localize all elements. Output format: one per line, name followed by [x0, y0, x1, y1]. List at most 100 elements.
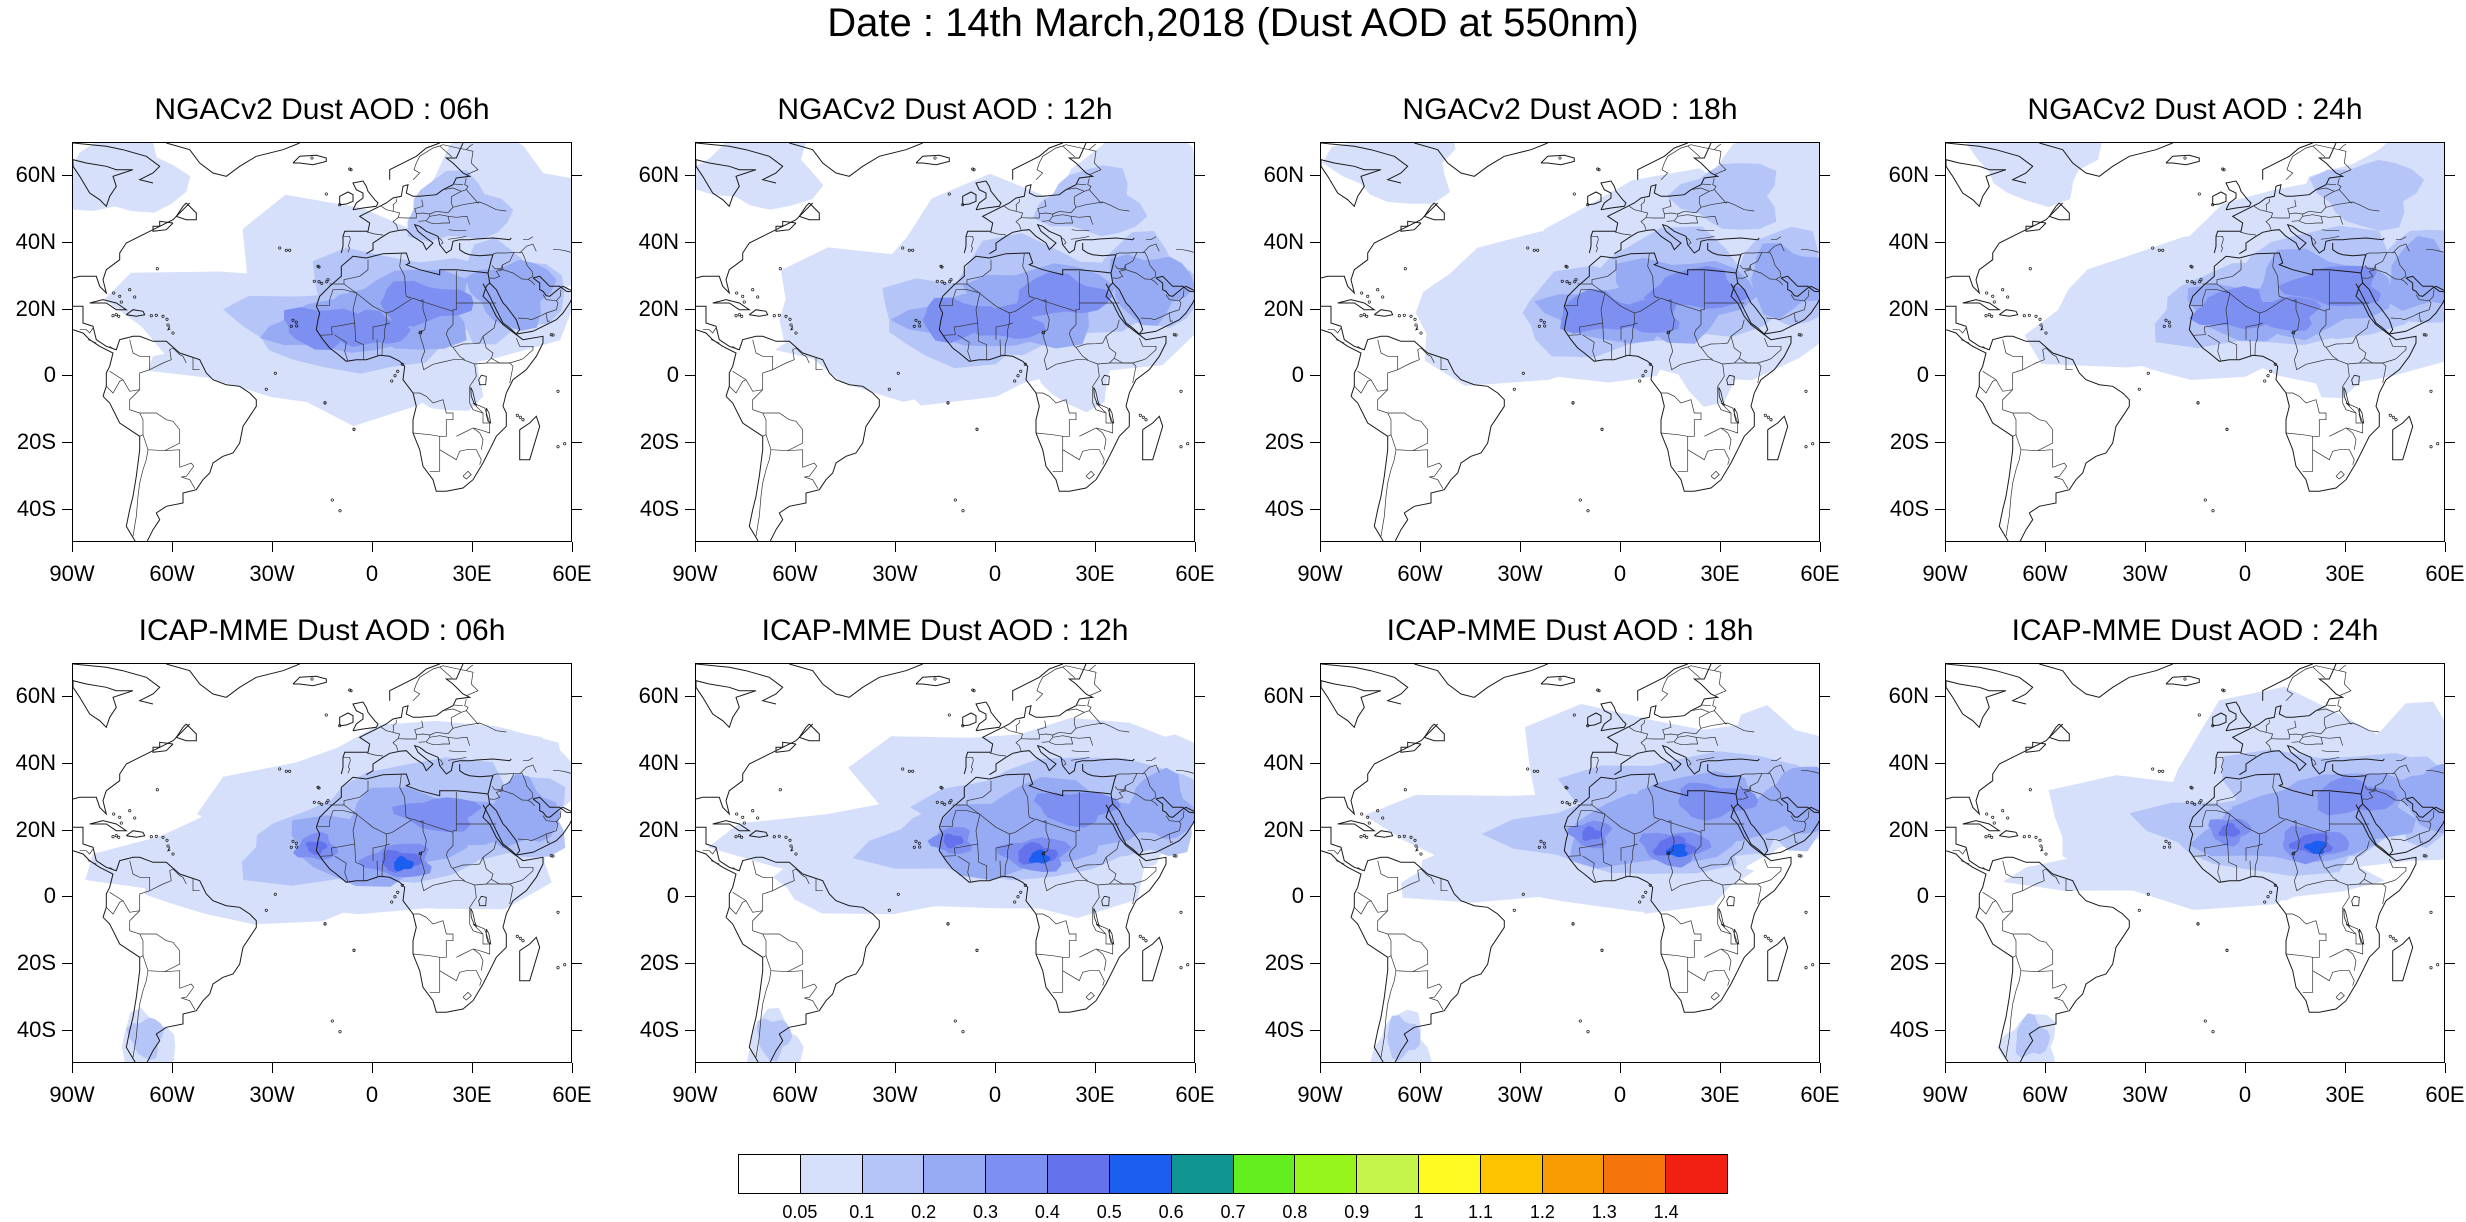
country-border [2257, 834, 2260, 859]
aod-contour-level-5 [943, 833, 964, 849]
country-border [1357, 339, 1399, 392]
island [756, 295, 760, 299]
country-border [2002, 389, 2054, 452]
island [935, 279, 939, 283]
island [1537, 324, 1541, 328]
island [1565, 265, 1569, 269]
coastline [1350, 916, 1389, 1062]
lake [478, 895, 487, 907]
country-border [2426, 770, 2444, 774]
latitude-label: 60N [1888, 162, 1929, 188]
longitude-tick [2145, 1063, 2146, 1073]
country-border [452, 704, 464, 707]
latitude-label: 40S [16, 495, 56, 521]
island [1565, 786, 1569, 790]
country-border [710, 339, 720, 344]
country-border [553, 249, 571, 253]
island [1558, 156, 1562, 160]
country-border [372, 843, 390, 861]
colorbar-swatch [1418, 1155, 1481, 1193]
country-border [2325, 857, 2357, 869]
country-border [2310, 757, 2317, 766]
country-border [2189, 810, 2231, 849]
country-border [966, 756, 974, 774]
aod-contour-level-4 [1678, 782, 1759, 822]
longitude-label: 30E [452, 561, 492, 586]
island [400, 883, 404, 887]
country-border [129, 389, 181, 452]
country-border [1629, 858, 1634, 877]
longitude-label: 0 [988, 561, 1002, 586]
colorbar-label: 1.2 [1529, 1202, 1555, 1222]
country-border [1140, 815, 1182, 842]
island [1397, 835, 1401, 839]
country-border [2254, 337, 2259, 356]
island [777, 834, 781, 838]
country-border [2302, 957, 2314, 993]
island [1568, 281, 1572, 285]
longitude-tick [1720, 1063, 1721, 1073]
longitude-tick [1945, 542, 1946, 552]
country-border [1176, 249, 1194, 253]
island [518, 936, 522, 940]
lake [470, 908, 478, 928]
coastline [2025, 220, 2047, 232]
coastline [1321, 202, 1439, 295]
coastline [1962, 820, 2001, 832]
colorbar-swatch [986, 1155, 1049, 1193]
island [521, 939, 525, 943]
island [289, 324, 293, 328]
colorbar-label: 0.8 [1282, 1202, 1308, 1222]
latitude-label: 40N [638, 750, 679, 775]
latitude-tick [1195, 375, 1205, 377]
coastline [2048, 202, 2070, 221]
coastline [352, 180, 379, 211]
country-border [1070, 215, 1094, 225]
coastline [166, 664, 300, 698]
country-border [482, 319, 497, 359]
longitude-label: 90W [49, 561, 95, 586]
country-border [452, 336, 484, 348]
coastline [1105, 804, 1140, 856]
island [1532, 769, 1536, 773]
latitude-tick [1195, 242, 1205, 243]
island [2436, 442, 2440, 446]
country-border [762, 434, 767, 437]
coastline [2392, 415, 2414, 461]
island [737, 313, 741, 317]
longitude-tick [1520, 542, 1521, 552]
longitude-tick [2445, 1063, 2446, 1073]
longitude-label: 60E [2425, 1082, 2465, 1107]
latitude-tick [1310, 308, 1320, 310]
country-border [1577, 259, 1617, 285]
island [778, 267, 782, 271]
latitude-label: 0 [43, 883, 56, 909]
coastline [696, 202, 814, 295]
map-panel-icap-mme-18h: ICAP-MME Dust AOD : 18h 60N 40N 20N 0 20S 40S 9… [1264, 614, 1840, 1107]
country-border [2374, 264, 2407, 280]
island [2273, 883, 2277, 887]
latitude-label: 0 [666, 362, 679, 388]
country-border [366, 231, 384, 236]
coastlines-and-borders [73, 664, 571, 1062]
island [2429, 910, 2433, 914]
aod-contour-level-4 [1015, 272, 1113, 317]
island [166, 323, 170, 327]
island [914, 839, 918, 843]
island [149, 835, 153, 839]
longitude-label: 60W [2022, 1082, 2068, 1107]
lake [1101, 895, 1110, 907]
coastline [2188, 773, 2417, 1013]
country-border [109, 339, 151, 392]
longitude-tick [1945, 1063, 1946, 1073]
country-border [106, 900, 124, 915]
country-border [710, 860, 720, 865]
panel-title: ICAP-MME Dust AOD : 24h [2011, 614, 2379, 647]
longitude-label: 0 [2238, 561, 2252, 586]
country-border [1327, 848, 1342, 855]
country-border [465, 143, 479, 176]
island [117, 314, 121, 318]
country-border [2321, 750, 2340, 753]
coastline [516, 820, 571, 856]
country-border [1035, 665, 1090, 701]
